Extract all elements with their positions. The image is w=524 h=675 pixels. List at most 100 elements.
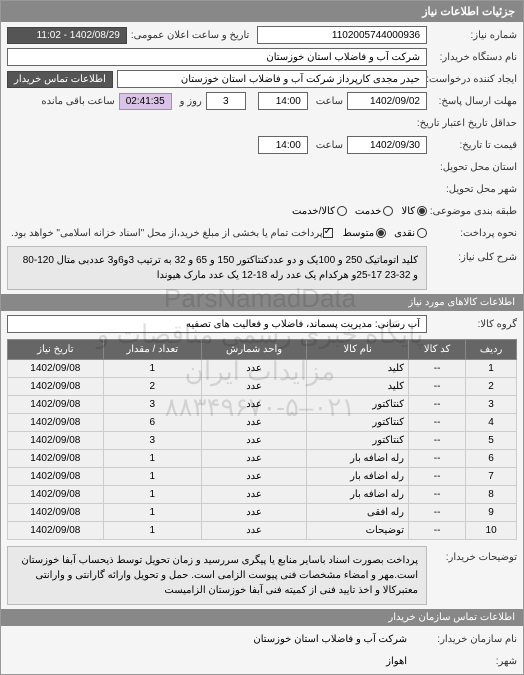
contact-header: اطلاعات تماس سازمان خریدار <box>1 609 523 626</box>
radio-icon <box>417 228 427 238</box>
group-label: گروه کالا: <box>427 319 517 330</box>
table-cell: رله افقی <box>307 504 409 522</box>
desc-label: شرح کلی نیاز: <box>427 246 517 263</box>
radio-icon <box>376 228 386 238</box>
table-cell: عدد <box>201 414 306 432</box>
buyer-note-label: توضیحات خریدار: <box>427 546 517 563</box>
radio-icon <box>337 206 347 216</box>
table-cell: 7 <box>466 468 517 486</box>
table-cell: عدد <box>201 360 306 378</box>
table-cell: -- <box>409 468 466 486</box>
pay-radio-naqdi[interactable]: نقدی <box>394 228 427 239</box>
table-cell: 1402/09/08 <box>8 522 104 540</box>
table-row[interactable]: 2--کلیدعدد21402/09/08 <box>8 378 517 396</box>
request-no-field: 1102005744000936 <box>257 26 427 44</box>
table-row[interactable]: 5--کنتاکتورعدد31402/09/08 <box>8 432 517 450</box>
price-time-label: ساعت <box>312 140 343 151</box>
table-cell: 3 <box>103 396 201 414</box>
pay-radio-group: نقدی متوسط <box>343 228 427 239</box>
table-cell: 10 <box>466 522 517 540</box>
items-table-wrap: ردیفکد کالانام کالاواحد شمارشتعداد / مقد… <box>1 335 523 544</box>
table-cell: -- <box>409 432 466 450</box>
valid-label: حداقل تاریخ اعتبار تاریخ: <box>427 118 517 129</box>
table-cell: عدد <box>201 486 306 504</box>
contact-city-label: شهر: <box>407 656 517 667</box>
table-header: تاریخ نیاز <box>8 340 104 360</box>
pay-radio-motavaset[interactable]: متوسط <box>343 228 386 239</box>
table-row[interactable]: 4--کنتاکتورعدد61402/09/08 <box>8 414 517 432</box>
table-cell: 1402/09/08 <box>8 360 104 378</box>
table-cell: 1 <box>103 504 201 522</box>
table-cell: 6 <box>466 450 517 468</box>
table-cell: 1402/09/08 <box>8 468 104 486</box>
buyer-org-field: شرکت آب و فاضلاب استان خوزستان <box>7 48 427 66</box>
table-cell: 2 <box>466 378 517 396</box>
requester-field: حیدر مجدی کارپرداز شرکت آب و فاضلاب استا… <box>117 70 427 88</box>
table-cell: 1402/09/08 <box>8 378 104 396</box>
table-cell: کنتاکتور <box>307 396 409 414</box>
desc-text: کلید اتوماتیک 250 و 100یک و دو عددکنتاکت… <box>7 246 427 290</box>
items-table: ردیفکد کالانام کالاواحد شمارشتعداد / مقد… <box>7 339 517 540</box>
table-cell: 5 <box>466 432 517 450</box>
table-cell: -- <box>409 450 466 468</box>
deadline-date-field: 1402/09/02 <box>347 92 427 110</box>
table-cell: رله اضافه بار <box>307 468 409 486</box>
table-row[interactable]: 7--رله اضافه بارعدد11402/09/08 <box>8 468 517 486</box>
table-cell: 1 <box>103 468 201 486</box>
table-cell: 1 <box>103 360 201 378</box>
time-label: ساعت <box>312 96 343 107</box>
table-cell: 1 <box>466 360 517 378</box>
table-cell: 1 <box>103 522 201 540</box>
radio-icon <box>417 206 427 216</box>
table-cell: 1 <box>103 486 201 504</box>
table-cell: کلید <box>307 378 409 396</box>
panel-title: جزئیات اطلاعات نیاز <box>1 1 523 22</box>
announce-label: تاریخ و ساعت اعلان عمومی: <box>127 30 250 41</box>
table-header: نام کالا <box>307 340 409 360</box>
table-cell: کنتاکتور <box>307 414 409 432</box>
deadline-label: مهلت ارسال پاسخ: <box>427 96 517 107</box>
table-cell: عدد <box>201 450 306 468</box>
pay-checkbox[interactable] <box>323 228 333 238</box>
details-panel: جزئیات اطلاعات نیاز شماره نیاز: 11020057… <box>0 0 524 675</box>
budget-radio-kala[interactable]: کالا <box>401 206 427 217</box>
table-cell: 3 <box>103 432 201 450</box>
request-no-label: شماره نیاز: <box>427 30 517 41</box>
table-cell: عدد <box>201 378 306 396</box>
contact-city: اهواز <box>386 656 407 667</box>
table-row[interactable]: 8--رله اضافه بارعدد11402/09/08 <box>8 486 517 504</box>
table-cell: عدد <box>201 432 306 450</box>
table-header: ردیف <box>466 340 517 360</box>
table-row[interactable]: 1--کلیدعدد11402/09/08 <box>8 360 517 378</box>
table-row[interactable]: 6--رله اضافه بارعدد11402/09/08 <box>8 450 517 468</box>
table-row[interactable]: 10--توضیحاتعدد11402/09/08 <box>8 522 517 540</box>
table-row[interactable]: 3--کنتاکتورعدد31402/09/08 <box>8 396 517 414</box>
table-cell: -- <box>409 414 466 432</box>
budget-radio-khadmat[interactable]: خدمت <box>355 206 394 217</box>
table-cell: عدد <box>201 522 306 540</box>
table-cell: 3 <box>466 396 517 414</box>
table-cell: -- <box>409 522 466 540</box>
table-row[interactable]: 9--رله افقیعدد11402/09/08 <box>8 504 517 522</box>
table-cell: رله اضافه بار <box>307 486 409 504</box>
budget-radio-both[interactable]: کالا/خدمت <box>292 206 347 217</box>
table-cell: عدد <box>201 504 306 522</box>
table-cell: 4 <box>466 414 517 432</box>
contact-button[interactable]: اطلاعات تماس خریدار <box>7 71 113 88</box>
radio-icon <box>383 206 393 216</box>
table-cell: عدد <box>201 468 306 486</box>
remain-label: ساعت باقی مانده <box>37 96 114 107</box>
requester-label: ایجاد کننده درخواست: <box>427 74 517 85</box>
budget-radio-group: کالا خدمت کالا/خدمت <box>292 206 427 217</box>
price-label: قیمت تا تاریخ: <box>427 140 517 151</box>
price-date-field: 1402/09/30 <box>347 136 427 154</box>
buyer-org-label: نام دستگاه خریدار: <box>427 52 517 63</box>
table-cell: 9 <box>466 504 517 522</box>
table-cell: کنتاکتور <box>307 432 409 450</box>
table-cell: 1402/09/08 <box>8 396 104 414</box>
table-header: واحد شمارش <box>201 340 306 360</box>
pay-label: نحوه پرداخت: <box>427 228 517 239</box>
days-word: روز و <box>176 96 202 107</box>
days-left-field: 3 <box>206 92 246 110</box>
time-left-field: 02:41:35 <box>119 93 172 110</box>
